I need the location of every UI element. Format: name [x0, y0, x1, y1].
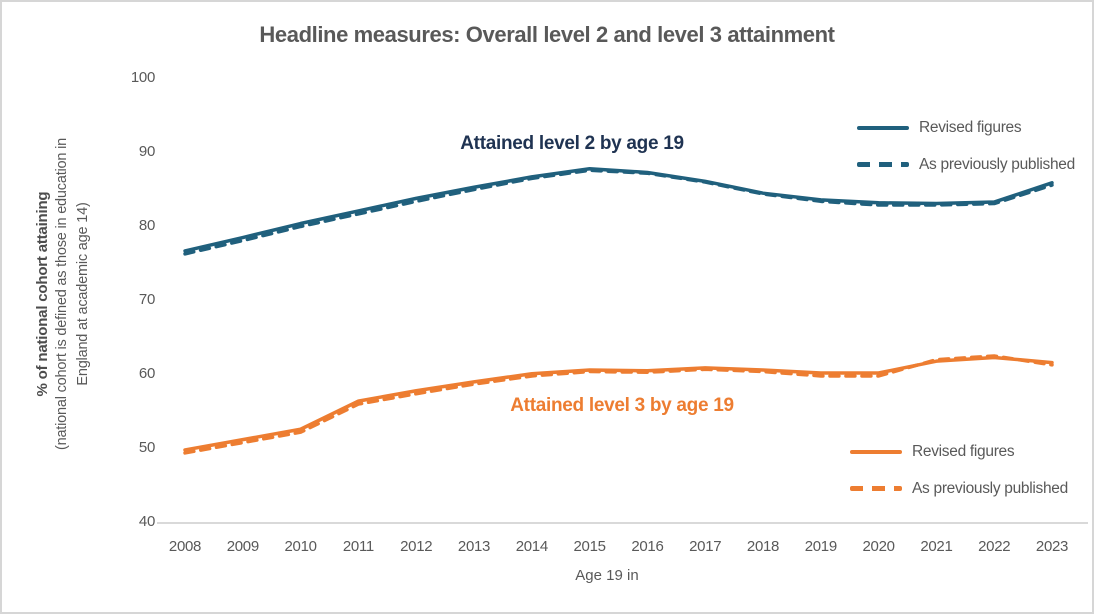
- x-tick-label: 2015: [574, 538, 606, 555]
- level2-revised-line: [183, 167, 1054, 253]
- legend-item-level3-previous: As previously published: [850, 470, 1068, 507]
- y-axis-label-note: (national cohort is defined as those in …: [53, 138, 91, 451]
- solid-line-swatch: [850, 449, 902, 454]
- y-tick-label: 80: [139, 217, 155, 234]
- x-tick-label: 2012: [400, 538, 432, 555]
- y-tick-label: 100: [131, 69, 155, 86]
- x-tick-label: 2009: [227, 538, 259, 555]
- y-axis-label-main: % of national cohort attaining: [33, 191, 51, 397]
- x-tick-label: 2022: [978, 538, 1010, 555]
- y-tick-label: 60: [139, 365, 155, 382]
- legend-label-revised: Revised figures: [919, 118, 1022, 136]
- x-tick-label: 2021: [920, 538, 952, 555]
- x-tick-label: 2013: [458, 538, 490, 555]
- legend-item-level3-revised: Revised figures: [850, 433, 1068, 470]
- x-tick-label: 2008: [169, 538, 201, 555]
- y-tick-label: 70: [139, 291, 155, 308]
- y-tick-label: 40: [139, 513, 155, 530]
- x-tick-label: 2010: [285, 538, 317, 555]
- legend-item-level2-previous: As previously published: [857, 146, 1075, 183]
- x-tick-label: 2019: [805, 538, 837, 555]
- x-axis-label: Age 19 in: [575, 567, 639, 584]
- legend-item-level2-revised: Revised figures: [857, 109, 1075, 146]
- dashed-line-swatch: [850, 486, 902, 491]
- legend-label-previous: As previously published: [912, 479, 1068, 497]
- legend-label-previous: As previously published: [919, 155, 1075, 173]
- chart-title: Headline measures: Overall level 2 and l…: [259, 22, 835, 47]
- x-tick-label: 2023: [1036, 538, 1068, 555]
- legend-label-revised: Revised figures: [912, 442, 1015, 460]
- y-tick-label: 90: [139, 143, 155, 160]
- x-tick-label: 2016: [631, 538, 663, 555]
- y-axis-label: % of national cohort attaining (national…: [34, 59, 94, 529]
- legend-level2: Revised figures As previously published: [857, 109, 1075, 183]
- x-tick-label: 2020: [863, 538, 895, 555]
- y-tick-label: 50: [139, 439, 155, 456]
- level3-revised-line: [183, 355, 1054, 452]
- dashed-line-swatch: [857, 162, 909, 167]
- x-tick-label: 2014: [516, 538, 548, 555]
- x-tick-label: 2018: [747, 538, 779, 555]
- x-tick-label: 2017: [689, 538, 721, 555]
- annotation-level2: Attained level 2 by age 19: [460, 133, 684, 154]
- solid-line-swatch: [857, 125, 909, 130]
- x-tick-label: 2011: [343, 538, 374, 555]
- annotation-level3: Attained level 3 by age 19: [510, 395, 734, 416]
- legend-level3: Revised figures As previously published: [850, 433, 1068, 507]
